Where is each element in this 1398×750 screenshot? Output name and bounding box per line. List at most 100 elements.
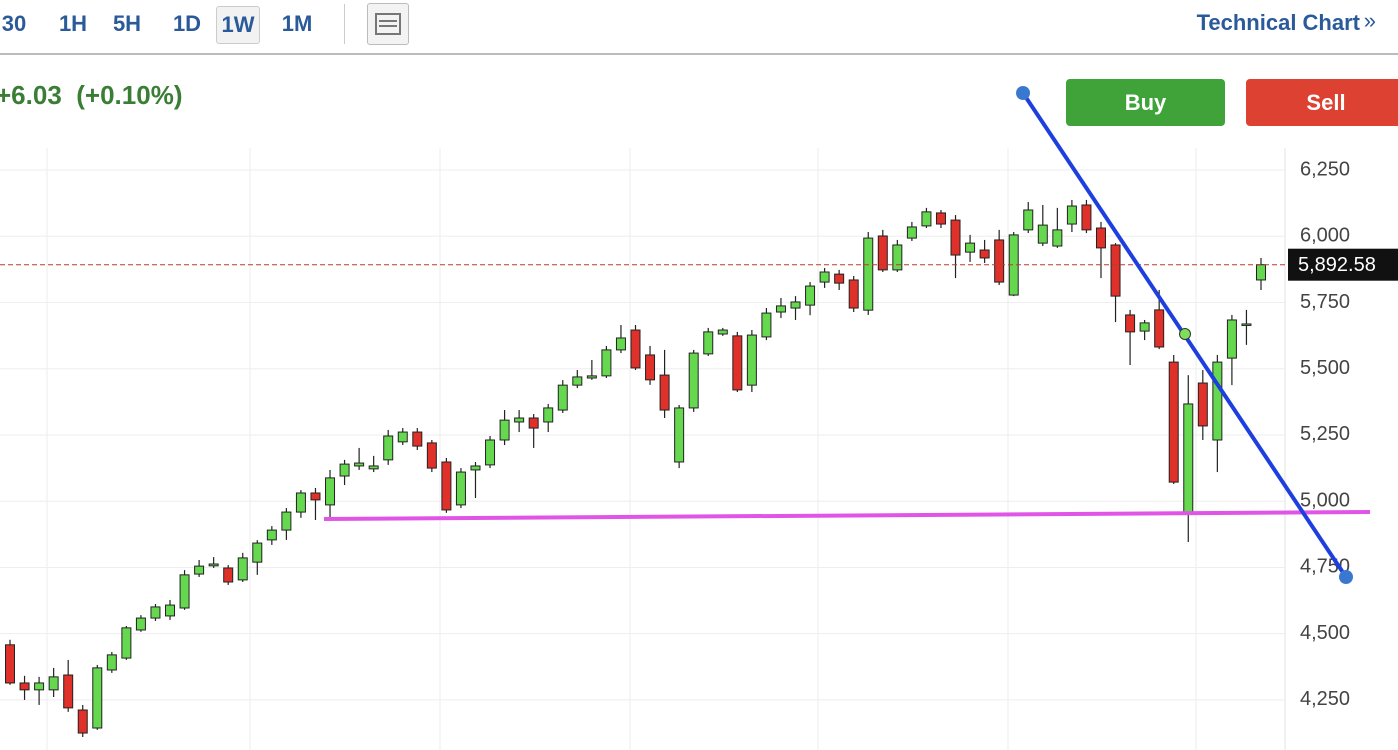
y-tick-label: 5,250 [1300, 423, 1350, 445]
candle [223, 565, 234, 585]
y-tick-label: 5,750 [1300, 291, 1350, 313]
price-change: +6.03 (+0.10%) [0, 80, 182, 111]
candle [1139, 319, 1150, 341]
candle-body [761, 312, 772, 338]
candle [906, 221, 917, 242]
candle-body [863, 237, 874, 311]
candle-body [790, 301, 801, 309]
candle-body [1197, 382, 1208, 427]
candle-body [543, 407, 554, 423]
candle [935, 210, 946, 229]
y-tick-label: 5,500 [1300, 357, 1350, 379]
candle-body [295, 492, 306, 513]
candle [543, 403, 554, 433]
candle [1008, 231, 1019, 297]
candle-body [106, 654, 117, 671]
candle [165, 600, 176, 620]
candle-body [5, 644, 15, 684]
candle [135, 615, 146, 632]
candle [368, 455, 379, 473]
candle-body [906, 226, 917, 239]
candle-body [950, 219, 961, 256]
y-tick-label: 4,250 [1300, 688, 1350, 710]
candle [106, 651, 117, 673]
layout-icon[interactable] [367, 3, 409, 45]
candle-body [354, 462, 365, 467]
candle [63, 659, 74, 712]
candle-body [1226, 319, 1237, 359]
candle-body [208, 563, 219, 567]
candle [150, 604, 161, 621]
candle-body [1081, 204, 1092, 231]
candle [834, 269, 845, 291]
candle [441, 458, 452, 513]
candle-body [1212, 361, 1223, 441]
candle [1168, 354, 1179, 484]
candle [1037, 204, 1048, 247]
candle [1081, 199, 1092, 234]
candle [121, 625, 132, 660]
candle-body [310, 492, 321, 501]
candle [325, 469, 336, 518]
candle-body [1139, 322, 1150, 332]
candle-body [499, 419, 510, 441]
candle [455, 468, 466, 509]
interval-button[interactable]: 5H [112, 11, 142, 36]
candle [892, 239, 903, 273]
candle-body [848, 279, 859, 309]
interval-button[interactable]: 1D [172, 11, 202, 36]
candle [819, 268, 830, 288]
candle [1183, 375, 1194, 543]
candle-body [48, 676, 59, 691]
technical-chart-link[interactable]: Technical Chart [1196, 10, 1360, 35]
candle [659, 349, 670, 418]
candle [281, 508, 292, 540]
last-price-label: 5,892.58 [1298, 254, 1376, 276]
link-arrow[interactable]: » [1363, 8, 1376, 33]
candle-body [688, 352, 699, 409]
candle [557, 380, 568, 413]
candle-body [252, 542, 263, 563]
candle [615, 324, 626, 354]
candle [732, 331, 743, 393]
candle [1023, 202, 1034, 234]
candle-body [805, 285, 816, 306]
candle [877, 229, 888, 273]
candle-body [223, 567, 234, 583]
candle-body [1154, 309, 1165, 348]
candle [34, 676, 45, 705]
candle [805, 282, 816, 316]
candle [746, 330, 757, 393]
candle-body [892, 244, 903, 271]
candle-body [1023, 209, 1034, 231]
separator [344, 4, 345, 44]
interval-button[interactable]: 1M [281, 11, 313, 36]
candle [1110, 243, 1121, 323]
candle [688, 349, 699, 412]
candle-body [92, 667, 103, 729]
candle-body [528, 417, 539, 429]
candle-body [470, 465, 481, 471]
interval-button[interactable]: 1H [58, 11, 88, 36]
change-pct: (+0.10%) [76, 80, 183, 110]
candle [426, 439, 437, 473]
candle-body [135, 617, 146, 631]
candle [703, 327, 714, 356]
y-tick-label: 6,250 [1300, 158, 1350, 180]
candle [863, 231, 874, 315]
candle-body [34, 682, 45, 691]
interval-button[interactable]: 1W [216, 6, 260, 44]
candle [979, 239, 990, 263]
candle-body [1241, 323, 1252, 326]
candle [1066, 199, 1077, 232]
y-tick-label: 4,750 [1300, 556, 1350, 578]
candle [514, 410, 525, 433]
vertical-grid [46, 148, 1197, 750]
candle-body [426, 442, 437, 469]
candle [528, 414, 539, 448]
interval-button[interactable]: 30 [1, 11, 27, 36]
candle-body [732, 335, 743, 391]
candle-body [630, 329, 641, 369]
candle-body [383, 435, 394, 461]
candle-body [557, 384, 568, 411]
